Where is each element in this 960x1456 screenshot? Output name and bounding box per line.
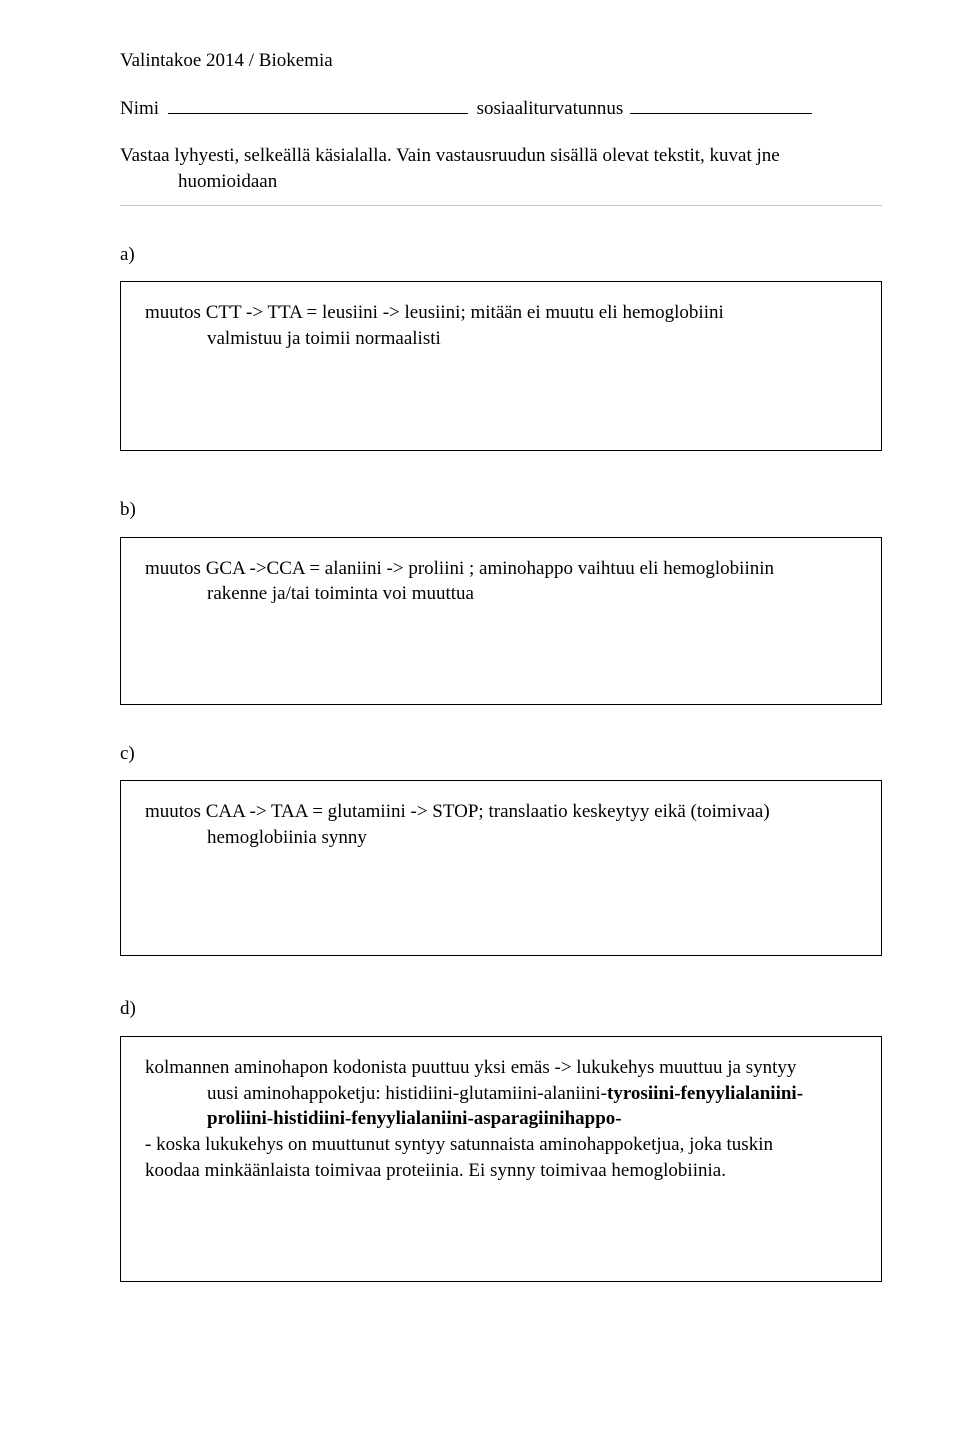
d-line2a: uusi aminohappoketju: histidiini-glutami… bbox=[207, 1083, 607, 1104]
instruction-line2: huomioidaan bbox=[120, 169, 882, 195]
b-line1: muutos GCA ->CCA = alaniini -> proliini … bbox=[145, 556, 863, 582]
section-b-label: b) bbox=[120, 497, 882, 523]
sotu-label: sosiaaliturvatunnus bbox=[477, 98, 624, 119]
answer-box-b: muutos GCA ->CCA = alaniini -> proliini … bbox=[120, 537, 882, 705]
d-line5: koodaa minkäänlaista toimivaa proteiinia… bbox=[145, 1158, 863, 1184]
answer-box-a: muutos CTT -> TTA = leusiini -> leusiini… bbox=[120, 281, 882, 451]
b-line2: rakenne ja/tai toiminta voi muuttua bbox=[145, 581, 863, 607]
a-line2: valmistuu ja toimii normaalisti bbox=[145, 326, 863, 352]
doc-title: Valintakoe 2014 / Biokemia bbox=[120, 48, 882, 74]
section-a-label: a) bbox=[120, 242, 882, 268]
name-line: Nimi sosiaaliturvatunnus bbox=[120, 96, 882, 122]
d-line3: proliini-histidiini-fenyylialaniini-aspa… bbox=[145, 1106, 863, 1132]
name-label: Nimi bbox=[120, 98, 159, 119]
section-c-label: c) bbox=[120, 741, 882, 767]
answer-box-c: muutos CAA -> TAA = glutamiini -> STOP; … bbox=[120, 780, 882, 956]
instruction-line1: Vastaa lyhyesti, selkeällä käsialalla. V… bbox=[120, 143, 882, 169]
sotu-blank bbox=[630, 97, 812, 114]
name-blank bbox=[168, 97, 468, 114]
d-line2: uusi aminohappoketju: histidiini-glutami… bbox=[145, 1081, 863, 1107]
d-line2b: tyrosiini-fenyylialaniini- bbox=[607, 1083, 803, 1104]
d-line1: kolmannen aminohapon kodonista puuttuu y… bbox=[145, 1055, 863, 1081]
header-divider bbox=[120, 205, 882, 206]
c-line1: muutos CAA -> TAA = glutamiini -> STOP; … bbox=[145, 799, 863, 825]
answer-box-d: kolmannen aminohapon kodonista puuttuu y… bbox=[120, 1036, 882, 1282]
d-line4: - koska lukukehys on muuttunut syntyy sa… bbox=[145, 1132, 863, 1158]
c-line2: hemoglobiinia synny bbox=[145, 825, 863, 851]
a-line1: muutos CTT -> TTA = leusiini -> leusiini… bbox=[145, 300, 863, 326]
section-d-label: d) bbox=[120, 996, 882, 1022]
